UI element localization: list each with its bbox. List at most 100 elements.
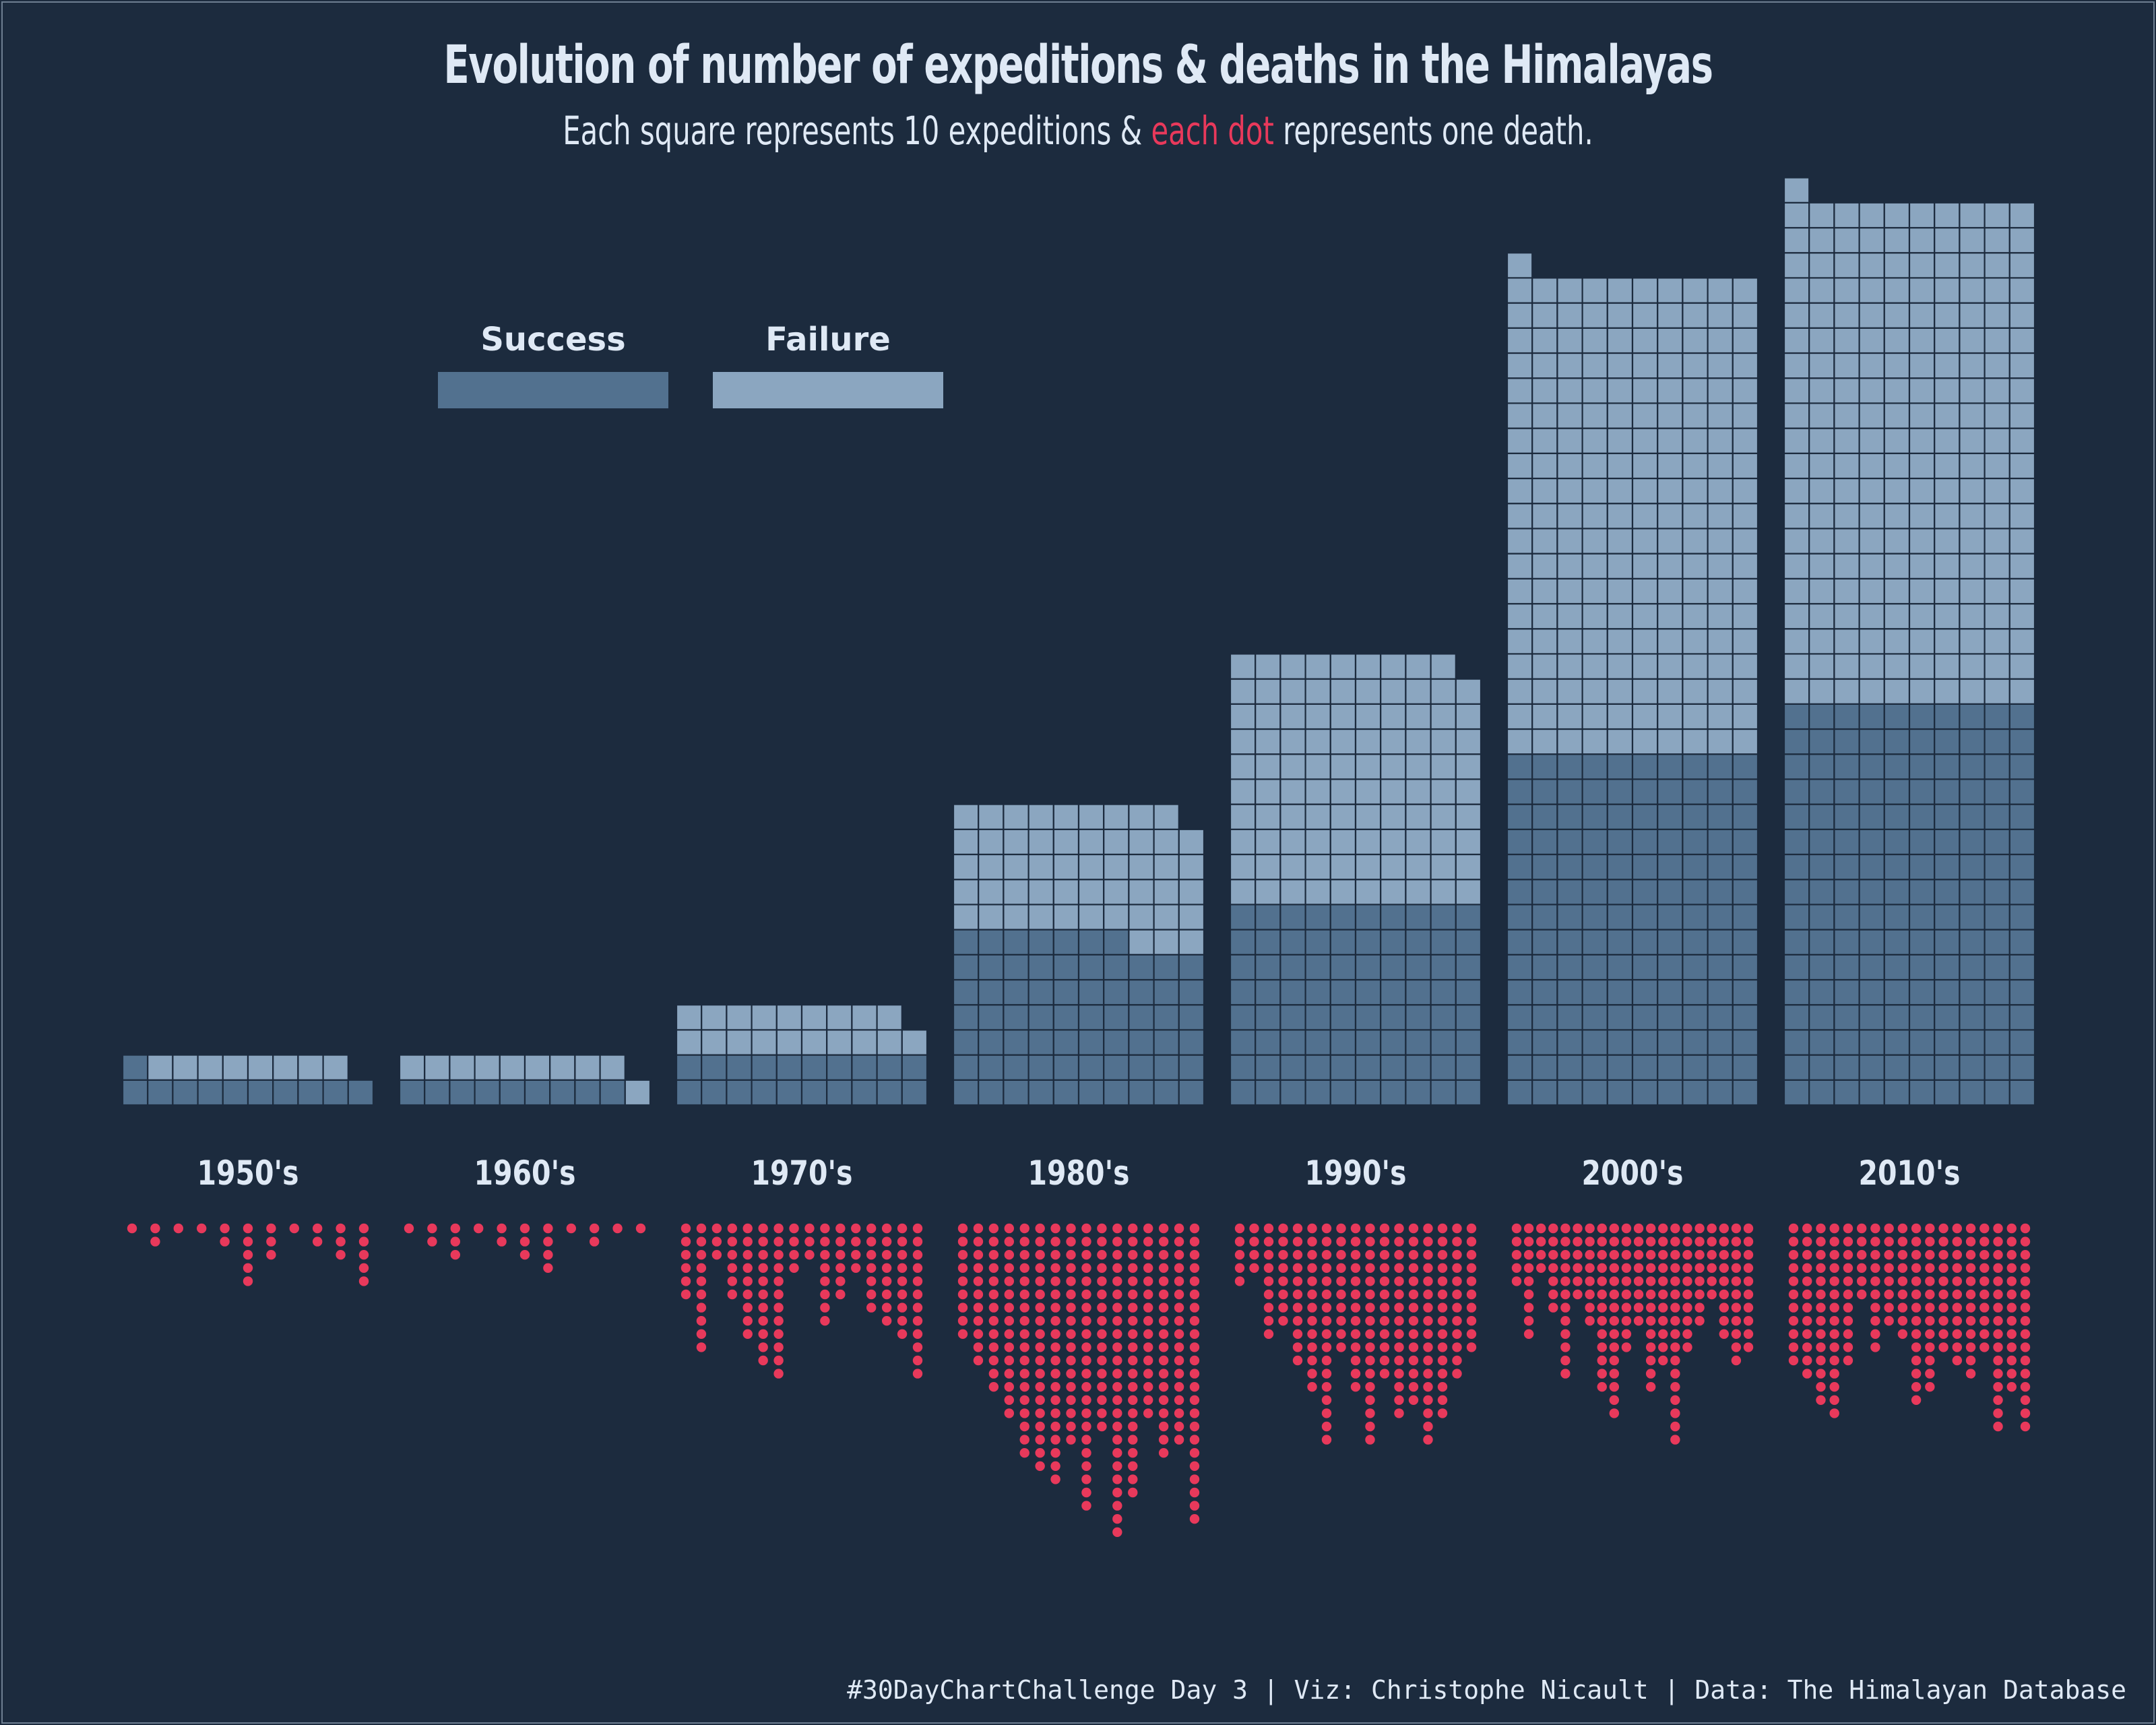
failure-square-6-264	[1883, 427, 1911, 454]
death-dot-3-11-1	[1128, 1236, 1138, 1247]
failure-square-3-84	[1052, 879, 1080, 906]
failure-square-5-301	[1531, 327, 1558, 354]
death-dot-6-2-4	[1816, 1276, 1826, 1286]
death-dot-5-8-11	[1609, 1369, 1620, 1379]
success-square-6-19	[2008, 1054, 2036, 1081]
death-dot-3-4-11	[1019, 1369, 1029, 1379]
death-dot-2-13-1	[881, 1236, 892, 1247]
success-square-6-40	[1783, 978, 1810, 1006]
death-dot-4-6-7	[1321, 1316, 1332, 1326]
success-square-4-21	[1255, 1029, 1281, 1056]
death-dot-3-15-7	[1189, 1316, 1200, 1326]
success-square-6-159	[2008, 703, 2036, 730]
death-dot-3-2-9	[988, 1342, 999, 1352]
death-dot-3-3-11	[1004, 1369, 1015, 1379]
failure-square-4-118	[1430, 803, 1457, 830]
failure-square-6-279	[2008, 402, 2036, 429]
failure-square-5-165	[1631, 678, 1659, 705]
death-dot-0-10-2	[358, 1250, 369, 1260]
death-dot-4-13-3	[1423, 1263, 1433, 1274]
death-dot-3-3-9	[1004, 1342, 1015, 1352]
death-dot-3-1-0	[973, 1223, 984, 1234]
success-square-6-128	[1984, 778, 2010, 805]
death-dot-2-5-7	[758, 1316, 768, 1326]
success-square-5-64	[1606, 929, 1634, 955]
success-square-6-44	[1883, 978, 1911, 1006]
death-dot-3-14-0	[1174, 1223, 1184, 1234]
success-square-1-6	[549, 1079, 576, 1106]
failure-square-5-242	[1556, 477, 1583, 505]
death-dot-3-8-11	[1081, 1369, 1091, 1379]
death-dot-3-0-3	[957, 1263, 968, 1274]
death-dot-3-13-5	[1158, 1289, 1169, 1300]
death-dot-6-12-7	[1952, 1316, 1963, 1326]
death-dot-3-10-4	[1112, 1276, 1122, 1286]
death-dot-6-13-7	[1965, 1316, 1976, 1326]
failure-square-4-171	[1255, 653, 1281, 680]
failure-square-5-324	[1606, 277, 1634, 304]
success-square-2-16	[826, 1054, 853, 1081]
success-square-3-51	[978, 953, 1005, 981]
failure-square-6-358	[1984, 201, 2010, 229]
success-square-6-39	[2008, 1004, 2036, 1031]
death-dot-3-6-19	[1050, 1474, 1060, 1484]
success-square-1-4	[499, 1079, 526, 1106]
success-square-6-7	[1959, 1079, 1986, 1106]
success-square-5-86	[1657, 879, 1684, 906]
success-square-5-29	[1732, 1029, 1759, 1056]
failure-square-6-197	[1959, 602, 1986, 630]
death-dot-5-8-8	[1609, 1329, 1620, 1340]
failure-square-5-150	[1506, 703, 1533, 730]
death-dot-3-15-1	[1189, 1236, 1200, 1247]
failure-square-3-68	[1153, 929, 1180, 955]
death-dot-6-12-8	[1952, 1329, 1963, 1340]
death-dot-3-8-9	[1081, 1342, 1091, 1352]
success-square-4-69	[1455, 929, 1482, 955]
death-dot-1-2-2	[450, 1250, 460, 1260]
failure-square-6-161	[1808, 678, 1835, 705]
death-dot-6-16-3	[2006, 1263, 2017, 1274]
death-dot-4-4-7	[1292, 1316, 1303, 1326]
failure-square-4-162	[1279, 678, 1306, 705]
death-dot-5-9-7	[1621, 1316, 1632, 1326]
success-square-4-48	[1430, 978, 1457, 1006]
failure-square-6-357	[1959, 201, 1986, 229]
success-square-6-89	[2008, 879, 2036, 906]
success-square-6-24	[1883, 1029, 1911, 1056]
death-dot-3-9-8	[1097, 1329, 1107, 1340]
success-square-4-27	[1405, 1029, 1432, 1056]
death-dot-2-6-2	[773, 1250, 784, 1260]
death-dot-5-19-1	[1743, 1236, 1754, 1247]
success-square-6-73	[1858, 904, 1885, 931]
death-dot-2-13-0	[881, 1223, 892, 1234]
success-square-6-41	[1808, 978, 1835, 1006]
failure-square-6-297	[1959, 352, 1986, 379]
death-dot-6-7-1	[1884, 1236, 1894, 1247]
death-dot-2-2-2	[711, 1250, 722, 1260]
failure-square-3-97	[1128, 853, 1155, 881]
success-square-6-75	[1908, 904, 1936, 931]
failure-square-3-85	[1077, 879, 1105, 906]
failure-square-3-69	[1178, 929, 1205, 955]
death-dot-2-10-2	[835, 1250, 846, 1260]
death-dot-4-16-6	[1466, 1303, 1477, 1313]
failure-square-5-312	[1556, 302, 1583, 329]
success-square-4-51	[1255, 953, 1281, 981]
success-square-5-38	[1707, 1004, 1734, 1031]
death-dot-3-15-6	[1189, 1303, 1200, 1313]
death-dot-3-3-3	[1004, 1263, 1015, 1274]
death-dot-0-1-1	[150, 1236, 160, 1247]
success-square-5-116	[1657, 803, 1684, 830]
death-dot-4-4-10	[1292, 1355, 1303, 1366]
success-square-6-121	[1808, 778, 1835, 805]
death-dot-6-11-6	[1938, 1303, 1948, 1313]
failure-square-5-246	[1657, 477, 1684, 505]
death-dot-6-1-11	[1802, 1369, 1812, 1379]
death-dot-4-16-3	[1466, 1263, 1477, 1274]
failure-square-5-155	[1631, 703, 1659, 730]
failure-square-6-277	[1959, 402, 1986, 429]
failure-square-6-310	[1783, 302, 1810, 329]
death-dot-3-2-0	[988, 1223, 999, 1234]
death-dot-6-12-10	[1952, 1355, 1963, 1366]
